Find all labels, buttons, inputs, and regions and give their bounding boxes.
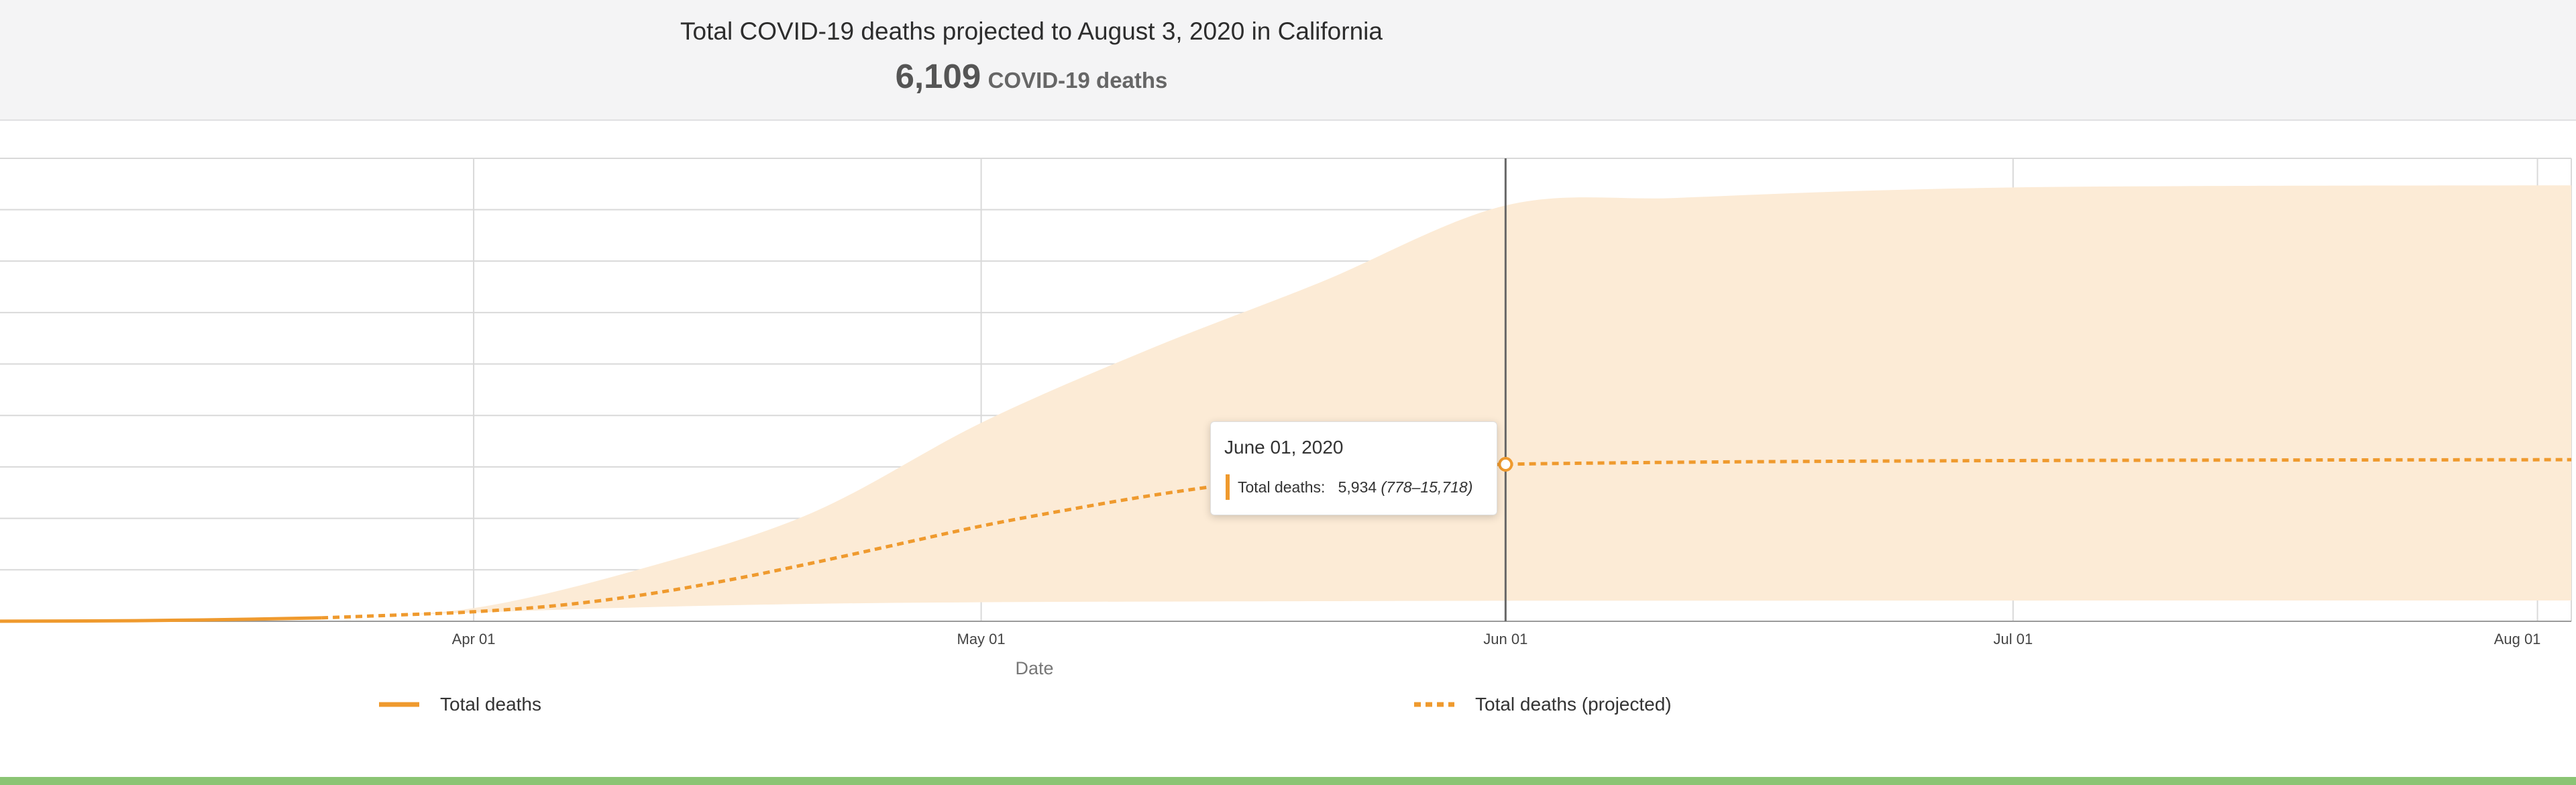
x-tick-label: Jul 01 [1993,631,2033,647]
x-axis-title: Date [1015,658,1053,678]
x-tick-label: Apr 01 [452,631,496,647]
summary-value: 6,109 [895,57,981,95]
legend-label: Total deaths [440,694,541,715]
legend-label: Total deaths (projected) [1475,694,1672,715]
x-tick-labels: Apr 01 May 01 Jun 01 Jul 01 Aug 01 Date [452,631,2541,678]
total-deaths-line [0,616,322,623]
tooltip-label: Total deaths: [1238,478,1326,496]
x-tick-label: Jun 01 [1483,631,1527,647]
chart-title: Total COVID-19 deaths projected to Augus… [680,17,1383,45]
summary-total: 6,109 COVID-19 deaths [0,56,2063,96]
uncertainty-band [321,185,2571,618]
hover-tooltip: June 01, 2020 Total deaths: 5,934 (778–1… [1210,421,1497,515]
uncertainty-band-layer [321,185,2571,618]
hover-marker-layer [1498,158,1513,621]
chart-header: Total COVID-19 deaths projected to Augus… [0,0,2576,121]
footer-accent-bar [0,777,2576,785]
tooltip-range: (778–15,718) [1381,478,1473,496]
x-tick-label: Aug 01 [2494,631,2541,647]
tooltip-date: June 01, 2020 [1224,437,1344,458]
tooltip-series-swatch [1226,474,1230,500]
tooltip-value-row: Total deaths: 5,934 (778–15,718) [1238,478,1472,496]
legend[interactable]: Total deaths Total deaths (projected) [379,694,1672,715]
legend-item-projected[interactable]: Total deaths (projected) [1414,694,1672,715]
tooltip-value: 5,934 [1338,478,1377,496]
summary-unit: COVID-19 deaths [987,68,1168,93]
x-tick-label: May 01 [957,631,1006,647]
hover-point [1498,457,1513,472]
legend-item-total[interactable]: Total deaths [379,694,541,715]
